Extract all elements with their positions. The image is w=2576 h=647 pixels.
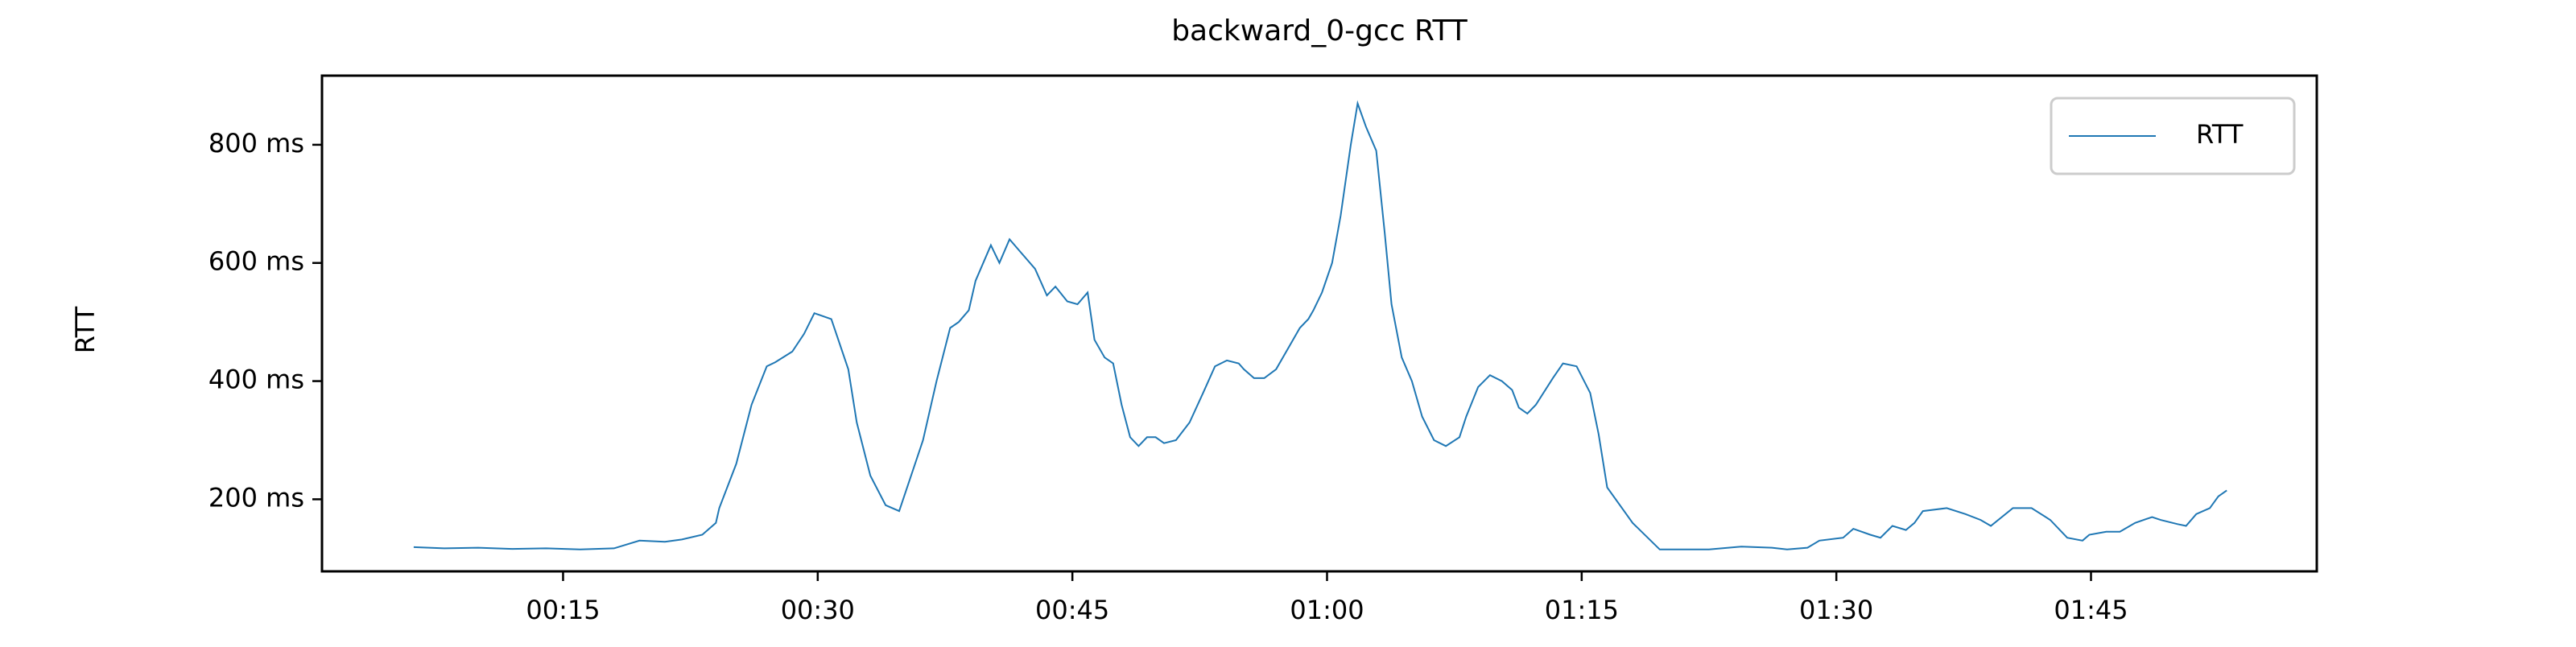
y-tick-label: 800 ms	[208, 128, 304, 159]
chart-title: backward_0-gcc RTT	[1171, 14, 1468, 47]
legend-box	[2050, 97, 2296, 175]
x-tick-label: 00:45	[1035, 595, 1109, 625]
plot-frame	[320, 74, 2318, 573]
legend-label: RTT	[2196, 119, 2244, 150]
rtt-line	[413, 100, 2227, 550]
x-tick-label: 00:30	[781, 595, 855, 625]
y-tick-label: 200 ms	[208, 482, 304, 513]
x-tick-label: 01:30	[1799, 595, 1873, 625]
x-tick-label: 01:45	[2054, 595, 2128, 625]
y-tick-label: 400 ms	[208, 365, 304, 395]
y-axis-label: RTT	[70, 306, 101, 353]
x-tick-label: 01:00	[1290, 595, 1364, 625]
x-tick-label: 01:15	[1545, 595, 1619, 625]
x-tick-label: 00:15	[526, 595, 600, 625]
y-tick-label: 600 ms	[208, 246, 304, 277]
